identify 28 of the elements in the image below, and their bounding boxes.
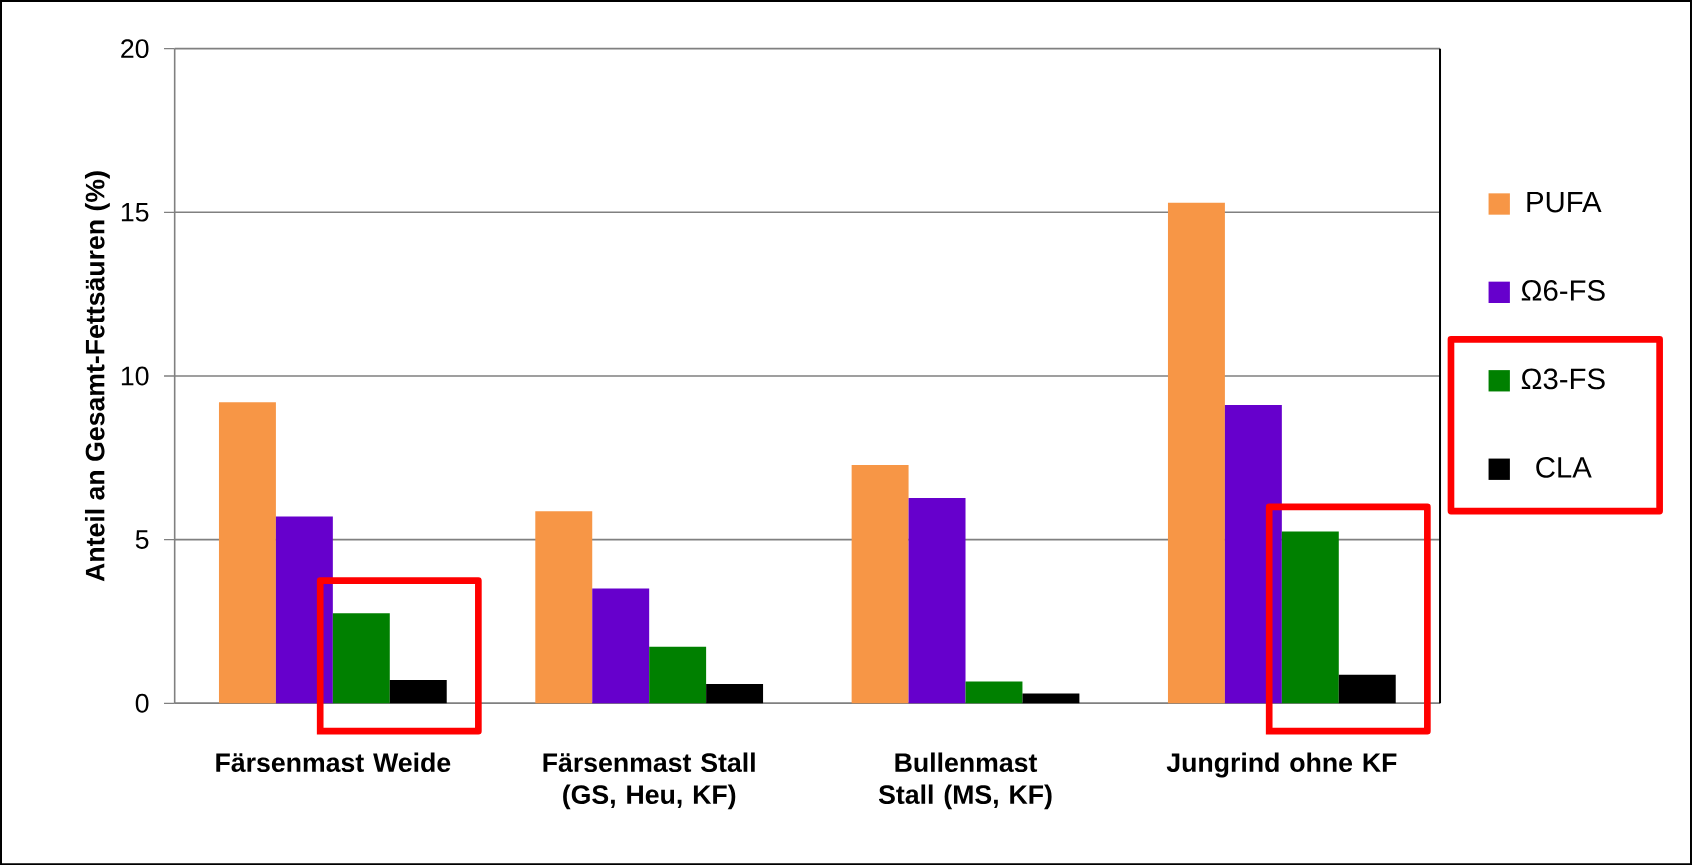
x-tick-label: Färsenmast Weide xyxy=(216,752,451,772)
bar xyxy=(332,613,390,704)
bar xyxy=(1281,531,1339,704)
bar xyxy=(851,464,909,704)
legend-label: Ω6-FS xyxy=(1521,279,1605,301)
y-tick-label: 15 xyxy=(121,202,149,222)
bar xyxy=(649,646,707,704)
bar xyxy=(1167,202,1225,704)
bar xyxy=(218,402,276,704)
y-tick-label: 5 xyxy=(135,530,149,549)
bar xyxy=(965,681,1023,704)
bar xyxy=(592,588,650,704)
legend-label: PUFA xyxy=(1527,191,1602,213)
x-tick-label: Färsenmast Stall (GS, Heu, KF) xyxy=(543,752,755,810)
bar xyxy=(1338,674,1396,704)
y-tick-label: 0 xyxy=(135,693,149,713)
y-axis-title: Anteil an Gesamt-Fettsäuren (%) xyxy=(84,171,110,582)
bar xyxy=(535,511,593,704)
y-tick-label: 20 xyxy=(121,39,149,58)
bar xyxy=(908,497,966,704)
bar xyxy=(389,679,447,704)
bar xyxy=(1022,693,1080,704)
x-tick-label: Bullenmast Stall (MS, KF) xyxy=(878,752,1052,810)
y-tick-label: 10 xyxy=(121,366,149,386)
x-tick-label: Jungrind ohne KF xyxy=(1166,752,1397,778)
legend-label: CLA xyxy=(1536,456,1592,478)
bar xyxy=(706,683,764,704)
legend-label: Ω3-FS xyxy=(1521,368,1605,390)
